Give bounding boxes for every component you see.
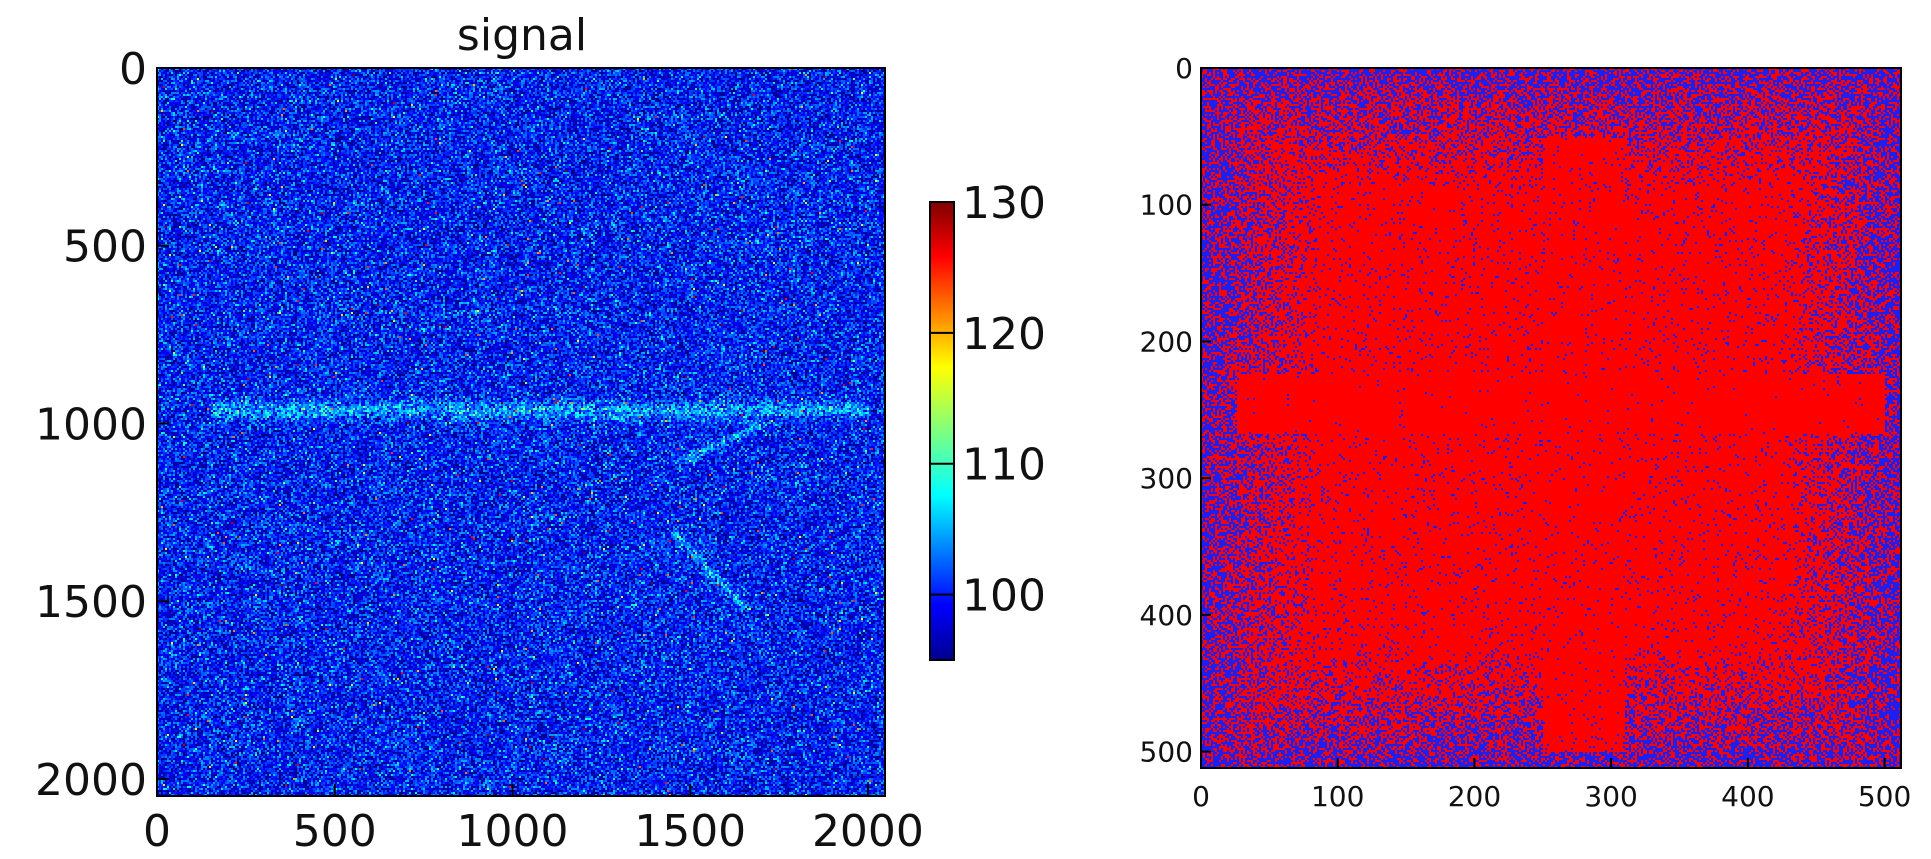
y-tick-label: 2000 xyxy=(35,755,147,806)
x-tick-label: 0 xyxy=(1192,780,1210,813)
right-image xyxy=(1201,68,1901,768)
colorbar-gradient xyxy=(929,201,955,661)
x-tick-label: 500 xyxy=(293,806,377,857)
x-tick-label: 100 xyxy=(1311,780,1364,813)
right-y-axis: 0 100 200 300 400 500 xyxy=(1140,52,1211,769)
colorbar-tick-label: 110 xyxy=(962,440,1046,491)
x-tick-label: 300 xyxy=(1584,780,1637,813)
colorbar: 100 110 120 130 xyxy=(929,178,1046,661)
x-tick-label: 2000 xyxy=(812,806,924,857)
colorbar-tick-label: 100 xyxy=(962,571,1046,622)
y-tick-label: 1000 xyxy=(35,399,147,450)
x-tick-label: 200 xyxy=(1448,780,1501,813)
y-tick-label: 1500 xyxy=(35,577,147,628)
signal-image xyxy=(157,68,885,796)
signal-plot-frame xyxy=(156,67,886,797)
right-plot-frame xyxy=(1200,67,1902,769)
x-tick-label: 1500 xyxy=(634,806,746,857)
colorbar-axis: 100 110 120 130 xyxy=(930,178,1046,622)
colorbar-tick-label: 130 xyxy=(962,178,1046,229)
y-tick-label: 500 xyxy=(63,222,147,273)
x-tick-label: 400 xyxy=(1721,780,1774,813)
y-tick-label: 0 xyxy=(1175,52,1193,85)
y-tick-label: 100 xyxy=(1140,189,1193,222)
right-heatmap: 0 100 200 300 400 500 0 100 200 300 400 500 xyxy=(1140,52,1912,813)
y-tick-label: 200 xyxy=(1140,325,1193,358)
y-tick-label: 500 xyxy=(1140,736,1193,769)
chart-title: signal xyxy=(457,10,587,61)
right-x-axis: 0 100 200 300 400 500 xyxy=(1192,758,1911,813)
y-tick-label: 300 xyxy=(1140,462,1193,495)
x-tick-label: 1000 xyxy=(456,806,568,857)
signal-heatmap: signal 0 500 1000 1500 2000 0 500 1000 1500 2000 xyxy=(35,10,924,857)
x-tick-label: 0 xyxy=(143,806,171,857)
signal-y-axis: 0 500 1000 1500 2000 xyxy=(35,44,169,806)
y-tick-label: 0 xyxy=(119,44,147,95)
signal-x-axis: 0 500 1000 1500 2000 xyxy=(143,784,924,857)
colorbar-tick-label: 120 xyxy=(962,309,1046,360)
x-tick-label: 500 xyxy=(1858,780,1911,813)
y-tick-label: 400 xyxy=(1140,599,1193,632)
